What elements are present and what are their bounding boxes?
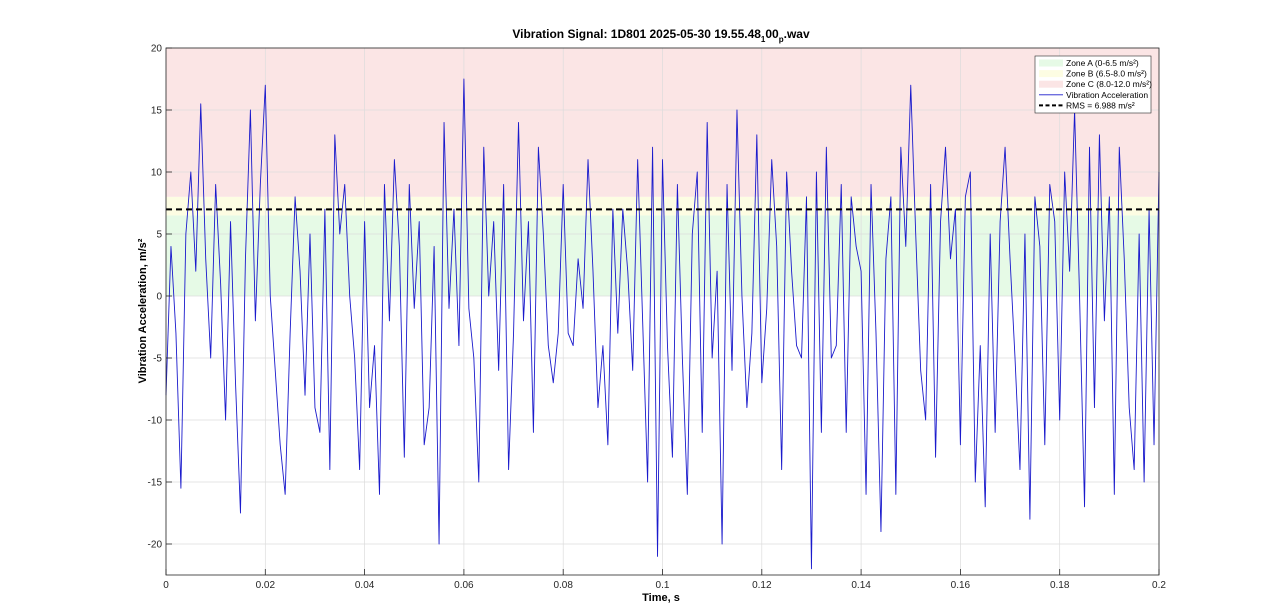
- x-tick-label: 0.14: [851, 580, 871, 591]
- legend-swatch-zone-a: [1039, 59, 1063, 67]
- x-tick-label: 0.18: [1050, 580, 1070, 591]
- y-tick-label: 5: [156, 230, 162, 241]
- x-tick-label: 0.2: [1152, 580, 1166, 591]
- y-tick-label: -10: [148, 416, 163, 427]
- legend: Zone A (0-6.5 m/s²)Zone B (6.5-8.0 m/s²)…: [1034, 55, 1152, 114]
- y-tick-label: 20: [151, 44, 163, 55]
- series-line-vibration-acceleration: [165, 78, 1160, 570]
- legend-swatch-zone-c: [1039, 80, 1063, 88]
- legend-label: Zone B (6.5-8.0 m/s²): [1066, 69, 1147, 79]
- y-tick-label: -15: [148, 478, 163, 489]
- y-tick-label: 15: [151, 106, 163, 117]
- y-tick-label: -20: [148, 540, 163, 551]
- y-axis-label: Vibration Acceleration, m/s²: [137, 238, 149, 383]
- y-tick-label: -5: [153, 354, 162, 365]
- x-tick-label: 0.04: [355, 580, 375, 591]
- legend-label: Vibration Acceleration: [1066, 90, 1148, 100]
- legend-swatch-zone-b: [1039, 70, 1063, 78]
- x-tick-label: 0.12: [752, 580, 772, 591]
- x-tick-label: 0.08: [553, 580, 573, 591]
- y-ticks: -20 -15 -10 -5 0 5 10 15 20: [148, 44, 172, 551]
- legend-label: Zone C (8.0-12.0 m/s²): [1066, 79, 1152, 89]
- x-tick-label: 0.02: [256, 580, 276, 591]
- x-tick-label: 0.1: [656, 580, 670, 591]
- chart-title: Vibration Signal: 1D801 2025-05-30 19.55…: [512, 27, 810, 44]
- legend-label: Zone A (0-6.5 m/s²): [1066, 58, 1139, 68]
- y-tick-label: 10: [151, 168, 163, 179]
- x-axis-label: Time, s: [642, 592, 680, 604]
- y-tick-label: 0: [156, 292, 162, 303]
- x-ticks: 0 0.02 0.04 0.06 0.08 0.1 0.12 0.14 0.16 0.18 0.2: [163, 569, 1166, 591]
- x-tick-label: 0: [163, 580, 169, 591]
- series-layer: [165, 78, 1160, 570]
- x-tick-label: 0.06: [454, 580, 474, 591]
- x-tick-label: 0.16: [951, 580, 971, 591]
- legend-label: RMS = 6.988 m/s²: [1066, 100, 1135, 110]
